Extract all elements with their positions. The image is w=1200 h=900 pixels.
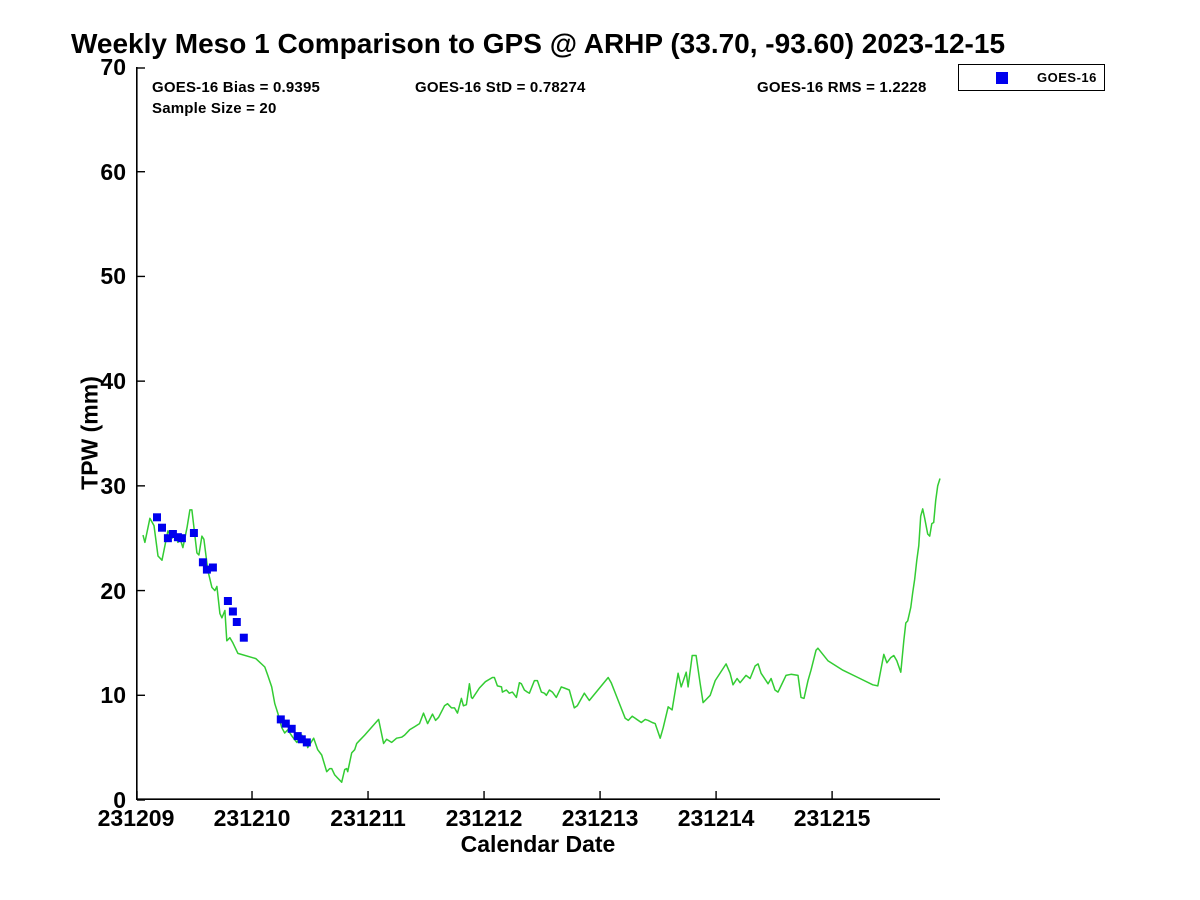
chart-title: Weekly Meso 1 Comparison to GPS @ ARHP (… bbox=[70, 28, 1006, 59]
y-tick-label: 70 bbox=[100, 54, 126, 80]
goes16-data-marker bbox=[168, 530, 177, 538]
goes16-data-marker bbox=[293, 732, 302, 741]
y-tick-label: 60 bbox=[100, 158, 126, 185]
stat-std: GOES-16 StD = 0.78274 bbox=[415, 79, 586, 96]
x-tick-label: 231210 bbox=[213, 805, 291, 831]
goes16-data-marker bbox=[239, 633, 248, 642]
goes16-data-marker bbox=[198, 558, 207, 567]
goes16-data-marker bbox=[287, 724, 296, 733]
goes16-data-marker bbox=[302, 738, 311, 747]
y-tick-label: 10 bbox=[100, 682, 126, 709]
goes16-data-marker bbox=[281, 719, 290, 728]
gps-line-series bbox=[142, 478, 941, 783]
x-tick-label: 231215 bbox=[793, 805, 871, 831]
stat-bias: GOES-16 Bias = 0.9395 bbox=[152, 79, 321, 96]
plot-area bbox=[136, 67, 941, 801]
stat-rms: GOES-16 RMS = 1.2228 bbox=[757, 79, 927, 96]
stat-sample-size: Sample Size = 20 bbox=[152, 100, 277, 117]
y-tick-label: 40 bbox=[100, 368, 126, 395]
y-tick-label: 30 bbox=[100, 472, 126, 499]
legend-goes16-marker-icon bbox=[996, 71, 1008, 84]
goes16-data-marker bbox=[276, 715, 285, 724]
y-tick-label: 50 bbox=[100, 263, 126, 290]
legend-goes16-label: GOES-16 bbox=[1037, 70, 1097, 85]
goes16-data-marker bbox=[223, 597, 232, 605]
goes16-data-marker bbox=[163, 534, 172, 543]
y-tick-label: 0 bbox=[113, 787, 126, 813]
goes16-data-marker bbox=[297, 735, 306, 744]
goes16-data-marker bbox=[232, 618, 241, 626]
x-axis-title: Calendar Date bbox=[460, 831, 616, 857]
legend-box: GOES-16 bbox=[958, 64, 1105, 91]
x-tick-label: 231213 bbox=[561, 805, 639, 831]
y-tick-label: 20 bbox=[100, 577, 126, 604]
x-tick-label: 231209 bbox=[97, 805, 175, 831]
x-tick-label: 231214 bbox=[677, 805, 755, 831]
goes16-data-marker bbox=[153, 513, 161, 522]
x-tick-label: 231212 bbox=[445, 805, 523, 831]
goes16-data-marker bbox=[208, 563, 217, 572]
goes16-data-marker bbox=[189, 529, 198, 537]
goes16-data-marker bbox=[228, 607, 237, 616]
goes16-data-marker bbox=[158, 523, 166, 532]
x-tick-label: 231211 bbox=[330, 805, 406, 831]
goes16-data-marker bbox=[202, 565, 211, 574]
goes16-data-marker bbox=[173, 533, 182, 542]
plot-canvas bbox=[136, 67, 941, 801]
goes16-data-marker bbox=[177, 534, 186, 543]
